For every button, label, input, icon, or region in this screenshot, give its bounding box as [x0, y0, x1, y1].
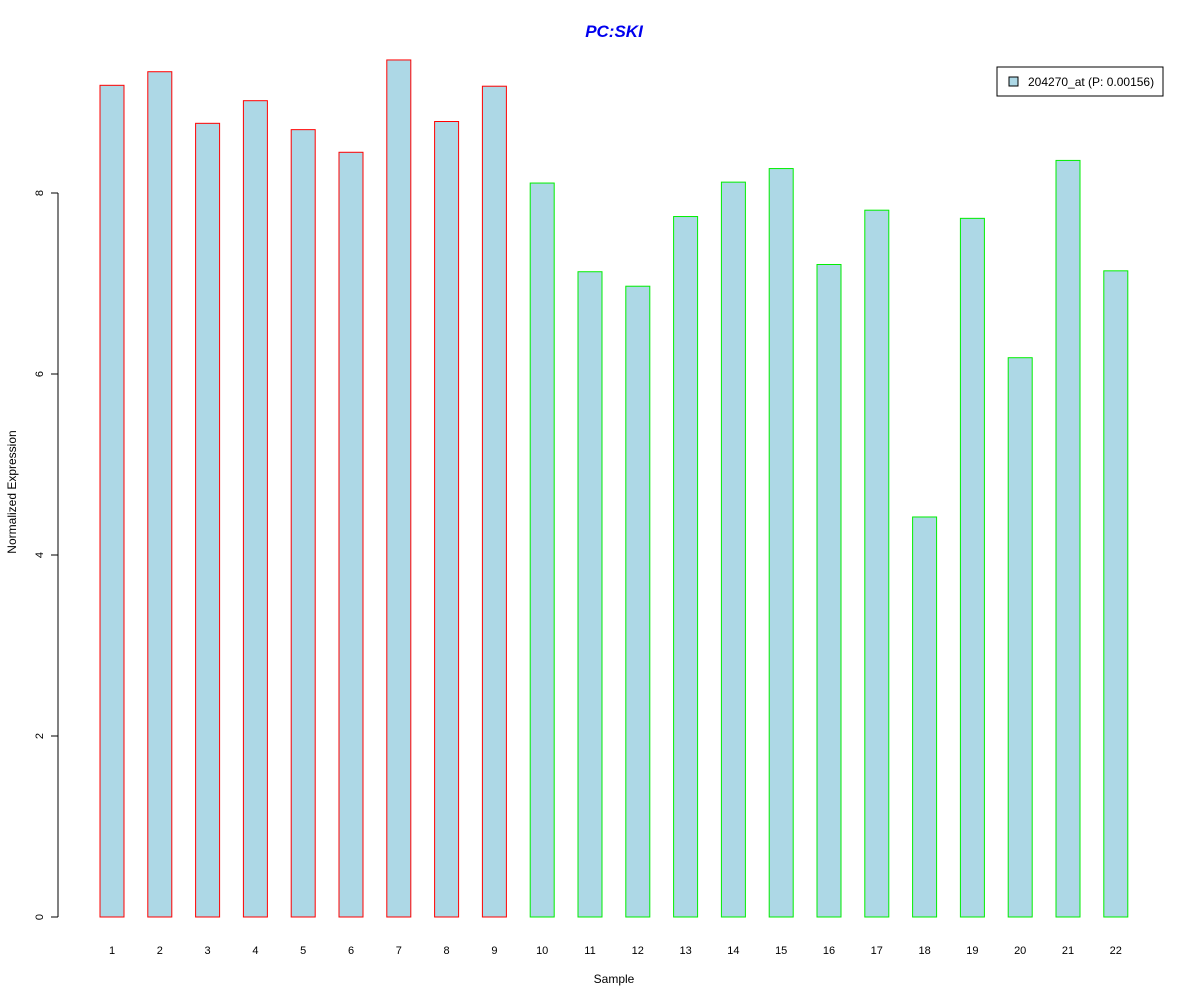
x-tick-label: 14: [727, 945, 739, 957]
y-axis-label: Normalized Expression: [5, 430, 19, 553]
x-tick-label: 2: [157, 945, 163, 957]
y-tick-label: 0: [34, 914, 46, 920]
x-tick-label: 22: [1110, 945, 1122, 957]
bar-sample-17: [864, 209, 890, 918]
y-tick-label: 8: [34, 190, 46, 196]
bar-sample-4: [242, 100, 268, 918]
x-tick-label: 11: [584, 945, 595, 957]
y-tick-label: 4: [34, 552, 46, 558]
x-tick-label: 10: [536, 945, 548, 957]
bar-sample-9: [481, 85, 507, 918]
x-tick-label: 5: [300, 945, 306, 957]
bars-group: [99, 59, 1129, 918]
x-tick-label: 13: [679, 945, 691, 957]
bar-sample-5: [290, 129, 316, 918]
x-tick-label: 1: [109, 945, 115, 957]
x-tick-label: 18: [918, 945, 930, 957]
bar-sample-20: [1007, 357, 1033, 918]
x-tick-label: 3: [205, 945, 211, 957]
x-tick-label: 17: [871, 945, 883, 957]
bar-sample-11: [577, 271, 603, 918]
legend: 204270_at (P: 0.00156): [996, 66, 1164, 97]
x-tick-label: 4: [252, 945, 258, 957]
y-tick-label: 2: [34, 733, 46, 739]
bar-sample-16: [816, 263, 842, 918]
x-tick-label: 9: [491, 945, 497, 957]
legend-box: [996, 66, 1164, 97]
x-axis-tick-labels: 1 2 3 4 5 6 7 8 9 10 11 12 13 14 15 16 17 18 19 20 21 22: [109, 945, 1122, 957]
x-tick-label: 12: [632, 945, 644, 957]
y-axis-ticks: 0 2 4 6 8: [34, 190, 58, 920]
bar-sample-12: [625, 285, 651, 918]
legend-series-label: 204270_at (P: 0.00156): [1028, 75, 1154, 89]
bar-sample-6: [338, 151, 364, 918]
x-tick-label: 16: [823, 945, 835, 957]
bar-sample-10: [529, 182, 555, 918]
chart-title: PC:SKI: [585, 22, 644, 41]
bar-sample-13: [673, 216, 699, 918]
x-tick-label: 8: [444, 945, 450, 957]
x-axis-label: Sample: [594, 972, 635, 986]
bar-sample-14: [720, 181, 746, 918]
bar-sample-19: [959, 217, 985, 918]
bar-sample-3: [195, 122, 221, 918]
x-tick-label: 20: [1014, 945, 1026, 957]
x-tick-label: 15: [775, 945, 787, 957]
y-tick-label: 6: [34, 371, 46, 377]
bar-sample-22: [1103, 270, 1129, 918]
bar-sample-2: [147, 71, 173, 918]
bar-sample-1: [99, 84, 125, 918]
x-tick-label: 6: [348, 945, 354, 957]
bar-sample-18: [912, 516, 938, 918]
x-tick-label: 21: [1062, 945, 1074, 957]
bar-sample-15: [768, 168, 794, 918]
bar-sample-8: [434, 121, 460, 918]
x-tick-label: 19: [966, 945, 978, 957]
bar-sample-21: [1055, 159, 1081, 918]
x-tick-label: 7: [396, 945, 402, 957]
bar-sample-7: [386, 59, 412, 918]
legend-swatch: [1008, 76, 1019, 87]
